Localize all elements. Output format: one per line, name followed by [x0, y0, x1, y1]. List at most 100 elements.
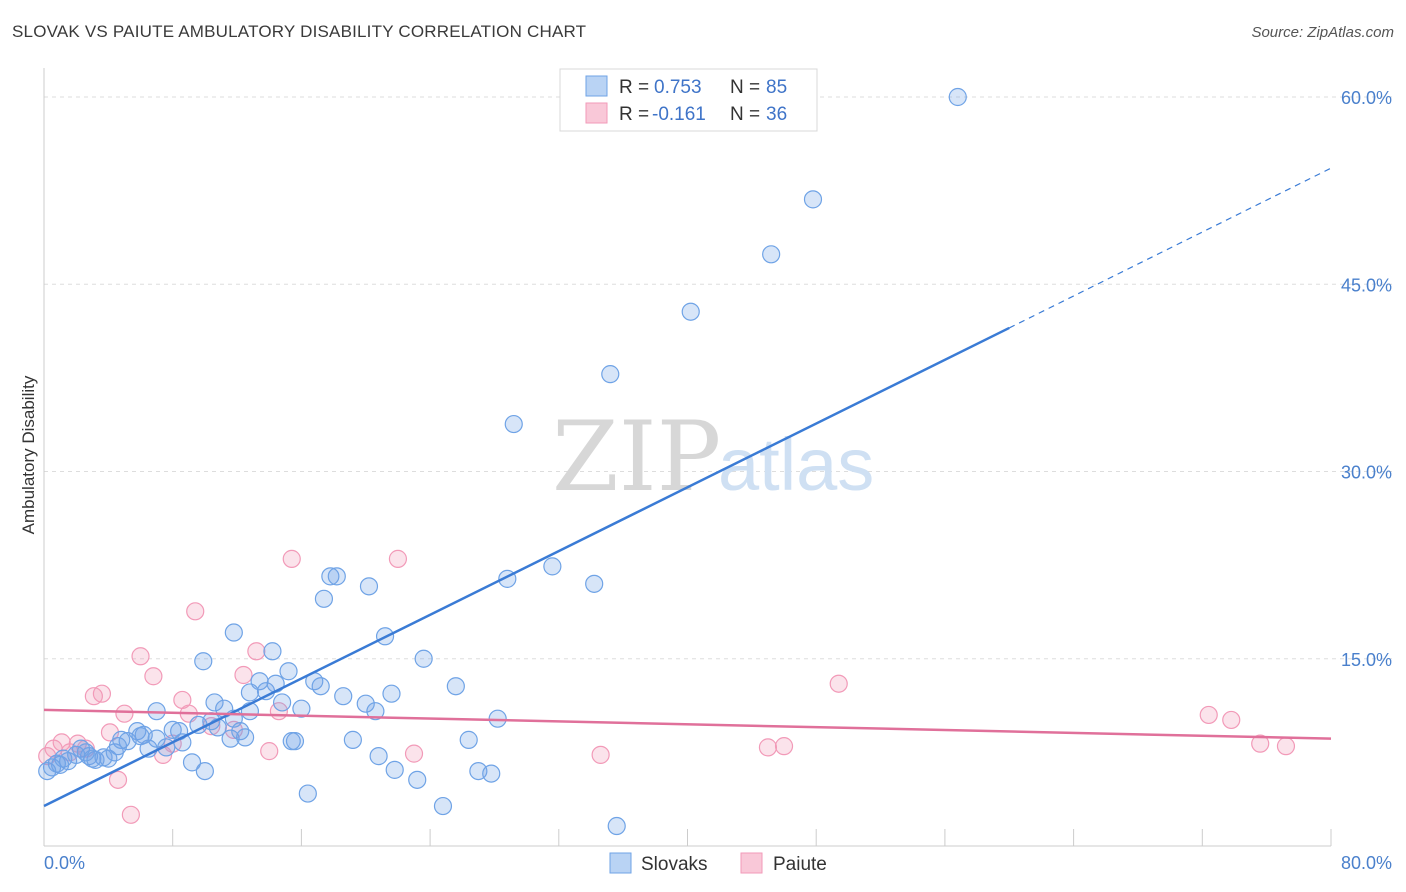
slovaks-point [224, 623, 243, 642]
slovaks-point [194, 652, 213, 671]
legend-r-value-paiute: -0.161 [652, 104, 706, 125]
paiute-points [38, 549, 1296, 824]
slovaks-point [382, 684, 401, 703]
bottom-legend-label-paiute: Paiute [773, 854, 827, 875]
slovaks-point [446, 677, 465, 696]
paiute-point [234, 665, 253, 685]
slovaks-trend-line [43, 326, 1010, 808]
slovaks-point [321, 567, 340, 586]
legend-r-label-slovaks: R = [619, 77, 649, 98]
slovaks-point [240, 683, 260, 702]
bottom-legend-label-slovaks: Slovaks [641, 854, 708, 875]
trend-lines [43, 167, 1332, 808]
paiute-point [758, 738, 778, 757]
slovaks-point [607, 816, 626, 836]
slovaks-point [948, 87, 967, 107]
legend-swatch-slovaks [585, 75, 608, 97]
slovaks-point [433, 796, 453, 816]
slovaks-point [195, 761, 214, 781]
slovaks-points [38, 87, 967, 836]
slovaks-point [762, 245, 781, 264]
paiute-trend-line [43, 708, 1332, 740]
paiute-point [247, 642, 266, 661]
legend-r-value-slovaks: 0.753 [654, 77, 702, 98]
legend-box: R = 0.753 N = 85 R = -0.161 N = 36 [559, 68, 818, 132]
slovaks-point [585, 574, 604, 593]
slovaks-point [285, 732, 305, 751]
slovaks-point [359, 577, 379, 596]
slovaks-point [163, 720, 182, 740]
slovaks-point [235, 728, 255, 747]
slovaks-point [543, 557, 562, 576]
y-tick-label: 60.0% [1341, 88, 1392, 108]
y-tick-label: 45.0% [1341, 275, 1392, 295]
slovaks-point [803, 190, 823, 209]
slovaks-point [272, 693, 292, 712]
slovaks-point [369, 747, 388, 766]
watermark-atlas: atlas [718, 423, 874, 506]
slovaks-point [311, 677, 330, 696]
slovaks-point [356, 694, 375, 713]
paiute-point [1251, 734, 1270, 753]
legend-n-value-paiute: 36 [766, 104, 787, 125]
slovaks-point [459, 730, 478, 749]
slovaks-point [298, 784, 317, 803]
paiute-point [115, 704, 134, 723]
slovaks-point [263, 642, 282, 661]
slovaks-point [221, 729, 240, 748]
chart-title: SLOVAK VS PAIUTE AMBULATORY DISABILITY C… [12, 22, 587, 41]
paiute-point [186, 602, 205, 621]
slovaks-point [414, 649, 433, 668]
legend-n-label-paiute: N = [730, 104, 760, 125]
slovaks-point [279, 662, 298, 681]
paiute-point [1222, 710, 1241, 730]
slovaks-trend-extension [1008, 167, 1332, 329]
source-label: Source: ZipAtlas.com [1251, 24, 1394, 41]
slovaks-point [327, 567, 346, 586]
paiute-point [829, 674, 848, 693]
bottom-legend-swatch-slovaks [609, 852, 632, 874]
slovaks-point [231, 722, 250, 741]
legend-n-value-slovaks: 85 [766, 77, 787, 98]
legend-n-label-slovaks: N = [730, 77, 760, 98]
y-axis-label: Ambulatory Disability [19, 375, 38, 534]
y-tick-labels: 15.0% 30.0% 45.0% 60.0% [1341, 88, 1392, 670]
slovaks-point [504, 414, 523, 434]
slovaks-point [292, 699, 311, 718]
slovaks-point [408, 770, 427, 789]
slovaks-point [108, 737, 128, 756]
paiute-point [591, 745, 610, 764]
paiute-point [1276, 737, 1296, 756]
paiute-point [131, 647, 150, 666]
y-tick-label: 15.0% [1341, 650, 1392, 670]
paiute-point [404, 744, 424, 763]
paiute-point [282, 549, 301, 568]
slovaks-point [131, 727, 150, 746]
paiute-point [388, 549, 408, 568]
slovaks-point [50, 755, 70, 774]
slovaks-point [76, 743, 95, 762]
watermark-zip: ZIP [552, 401, 721, 513]
slovaks-point [366, 702, 385, 721]
slovaks-point [482, 764, 501, 783]
slovaks-point [314, 589, 334, 608]
slovaks-point [385, 760, 404, 779]
x-tick-label-min: 0.0% [44, 853, 85, 873]
legend-r-label-paiute: R = [619, 104, 649, 125]
paiute-point [1199, 705, 1218, 725]
slovaks-point [343, 730, 362, 749]
slovaks-point [681, 302, 700, 321]
paiute-point [121, 805, 140, 824]
bottom-legend: Slovaks Paiute [609, 852, 827, 875]
bottom-legend-swatch-paiute [740, 852, 763, 874]
paiute-point [260, 742, 279, 761]
slovaks-point [601, 365, 620, 384]
slovaks-point [205, 693, 224, 712]
paiute-point [774, 737, 794, 756]
slovaks-point [334, 687, 353, 706]
x-axis-ticks [172, 829, 1332, 846]
paiute-point [108, 770, 128, 789]
paiute-point [92, 684, 112, 703]
paiute-point [144, 667, 163, 686]
